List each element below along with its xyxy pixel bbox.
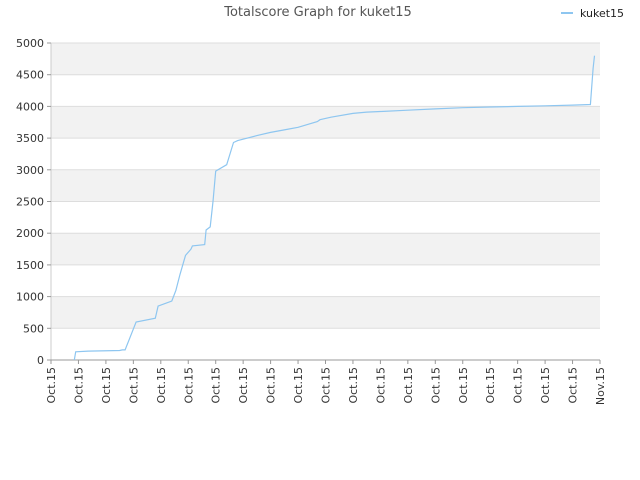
x-tick-label: Oct.15 bbox=[457, 367, 470, 404]
x-tick-label: Oct.15 bbox=[100, 367, 113, 404]
x-tick-label: Oct.15 bbox=[567, 367, 580, 404]
series-layer bbox=[73, 55, 596, 361]
y-axis-ticks: 0 500 1000 1500 2000 2500 3000 3500 4000 4500 5000 bbox=[16, 37, 51, 367]
x-tick-label: Oct.15 bbox=[484, 367, 497, 404]
plot-band bbox=[51, 296, 600, 329]
x-tick-label: Oct.15 bbox=[72, 367, 85, 404]
y-tick-label: 3500 bbox=[16, 132, 44, 145]
plot-band bbox=[51, 169, 600, 202]
x-tick-label: Oct.15 bbox=[155, 367, 168, 404]
x-tick-label: Oct.15 bbox=[429, 367, 442, 404]
legend-label: kuket15 bbox=[580, 7, 624, 20]
x-tick-label: Oct.15 bbox=[237, 367, 250, 404]
y-tick-label: 4500 bbox=[16, 69, 44, 82]
x-tick-label: Oct.15 bbox=[210, 367, 223, 404]
x-tick-label: Oct.15 bbox=[320, 367, 333, 404]
y-tick-label: 2000 bbox=[16, 227, 44, 240]
series-line-kuket15 bbox=[73, 55, 596, 361]
y-tick-label: 1000 bbox=[16, 291, 44, 304]
x-tick-label: Oct.15 bbox=[539, 367, 552, 404]
plot-band bbox=[51, 106, 600, 139]
plot-band bbox=[51, 233, 600, 265]
x-tick-label: Oct.15 bbox=[45, 367, 58, 404]
y-tick-label: 5000 bbox=[16, 37, 44, 50]
x-tick-label: Oct.15 bbox=[127, 367, 140, 404]
y-tick-label: 4000 bbox=[16, 100, 44, 113]
chart-title: Totalscore Graph for kuket15 bbox=[223, 5, 412, 20]
y-tick-label: 3000 bbox=[16, 164, 44, 177]
y-tick-label: 1500 bbox=[16, 259, 44, 272]
x-axis-ticks: Oct.15 Oct.15 Oct.15 Oct.15 Oct.15 Oct.15 Oct.… bbox=[45, 360, 607, 405]
plot-band bbox=[51, 43, 600, 75]
plot-bands bbox=[51, 43, 600, 329]
x-tick-label: Oct.15 bbox=[182, 367, 195, 404]
x-tick-label: Nov.15 bbox=[594, 367, 607, 405]
legend: kuket15 bbox=[561, 7, 624, 20]
y-tick-label: 2500 bbox=[16, 196, 44, 209]
y-tick-label: 0 bbox=[37, 354, 44, 367]
x-tick-label: Oct.15 bbox=[512, 367, 525, 404]
x-tick-label: Oct.15 bbox=[374, 367, 387, 404]
x-tick-label: Oct.15 bbox=[292, 367, 305, 404]
x-tick-label: Oct.15 bbox=[265, 367, 278, 404]
x-tick-label: Oct.15 bbox=[402, 367, 415, 404]
y-tick-label: 500 bbox=[23, 322, 44, 335]
x-tick-label: Oct.15 bbox=[347, 367, 360, 404]
